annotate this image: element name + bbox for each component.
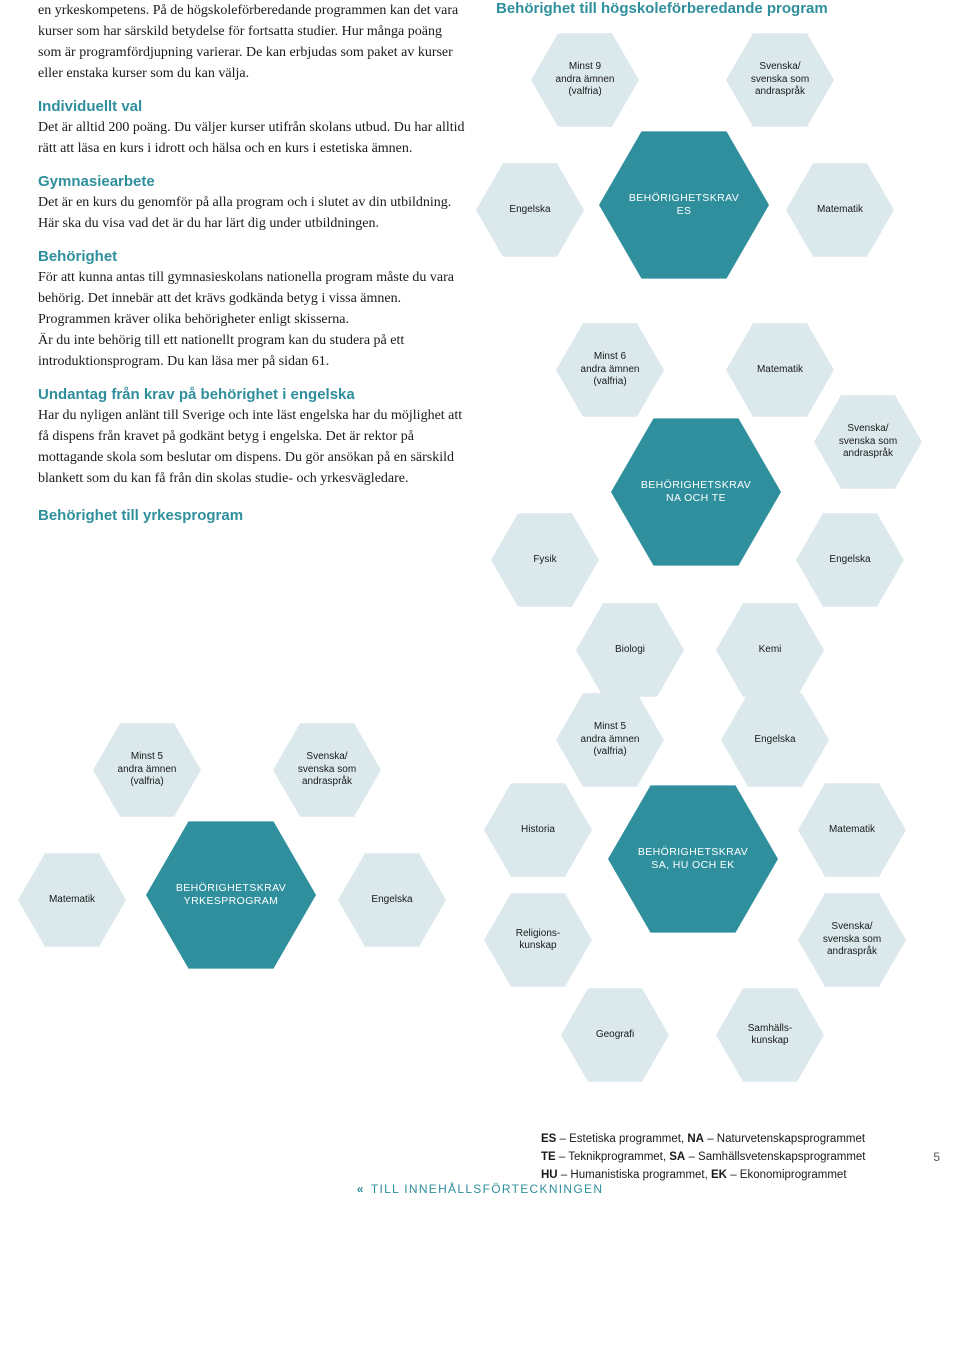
hex-yrkes-center: BEHÖRIGHETSKRAV YRKESPROGRAM (146, 821, 316, 969)
hex-yrkes-topleft: Minst 5 andra ämnen (valfria) (93, 723, 201, 817)
diagram-sahek: Minst 5 andra ämnen (valfria) Engelska H… (496, 693, 922, 1113)
page-footer: « TILL INNEHÅLLSFÖRTECKNINGEN (0, 1182, 960, 1196)
hex-sahek-lowerright: Svenska/ svenska som andraspråk (798, 893, 906, 987)
intro-paragraph: en yrkeskompetens. På de högskoleförbere… (38, 0, 468, 84)
hex-nate-underright: Kemi (716, 603, 824, 697)
body-undantag: Har du nyligen anlänt till Sverige och i… (38, 405, 468, 489)
hex-sahek-upperleft: Historia (484, 783, 592, 877)
diagram-yrkes-wrap: Minst 5 andra ämnen (valfria) Svenska/ s… (38, 723, 468, 1184)
heading-behorighet: Behörighet (38, 248, 468, 265)
page-number: 5 (933, 1150, 940, 1164)
hex-nate-bottomleft: Fysik (491, 513, 599, 607)
hex-es-right: Matematik (786, 163, 894, 257)
right-title: Behörighet till högskoleförberedande pro… (496, 0, 922, 17)
right-column: Behörighet till högskoleförberedande pro… (496, 0, 922, 723)
footer-link-label: TILL INNEHÅLLSFÖRTECKNINGEN (371, 1182, 603, 1196)
hex-yrkes-topright: Svenska/ svenska som andraspråk (273, 723, 381, 817)
hex-sahek-lowerleft: Religions- kunskap (484, 893, 592, 987)
heading-yrkes-title: Behörighet till yrkesprogram (38, 507, 468, 524)
heading-undantag: Undantag från krav på behörighet i engel… (38, 386, 468, 403)
body-gymnasiearbete: Det är en kurs du genomför på alla progr… (38, 192, 468, 234)
hex-sahek-topright: Engelska (721, 693, 829, 787)
heading-individuellt: Individuellt val (38, 98, 468, 115)
hex-nate-right: Svenska/ svenska som andraspråk (814, 395, 922, 489)
hex-es-topright: Svenska/ svenska som andraspråk (726, 33, 834, 127)
footer-toc-link[interactable]: « TILL INNEHÅLLSFÖRTECKNINGEN (357, 1182, 604, 1196)
hex-nate-topleft: Minst 6 andra ämnen (valfria) (556, 323, 664, 417)
diagram-nate: Minst 6 andra ämnen (valfria) Matematik … (496, 323, 922, 723)
hex-yrkes-left: Matematik (18, 853, 126, 947)
hex-sahek-bottomright: Samhälls- kunskap (716, 988, 824, 1082)
left-column: en yrkeskompetens. På de högskoleförbere… (38, 0, 468, 723)
hex-nate-bottomright: Engelska (796, 513, 904, 607)
hex-yrkes-right: Engelska (338, 853, 446, 947)
legend-line-2: TE – Teknikprogrammet, SA – Samhällsvete… (541, 1149, 922, 1167)
hex-es-center: BEHÖRIGHETSKRAV ES (599, 131, 769, 279)
heading-gymnasiearbete: Gymnasiearbete (38, 173, 468, 190)
body-behorighet: För att kunna antas till gymnasieskolans… (38, 267, 468, 372)
diagram-es: Minst 9 andra ämnen (valfria) Svenska/ s… (496, 33, 922, 313)
hex-nate-center: BEHÖRIGHETSKRAV NA OCH TE (611, 418, 781, 566)
chevron-left-icon: « (357, 1182, 361, 1196)
body-individuellt: Det är alltid 200 poäng. Du väljer kurse… (38, 117, 468, 159)
legend-line-1: ES – Estetiska programmet, NA – Naturvet… (541, 1131, 922, 1149)
hex-es-left: Engelska (476, 163, 584, 257)
diagram-yrkes: Minst 5 andra ämnen (valfria) Svenska/ s… (38, 723, 468, 1013)
hex-nate-underleft: Biologi (576, 603, 684, 697)
hex-sahek-upperright: Matematik (798, 783, 906, 877)
hex-sahek-topleft: Minst 5 andra ämnen (valfria) (556, 693, 664, 787)
hex-sahek-center: BEHÖRIGHETSKRAV SA, HU OCH EK (608, 785, 778, 933)
program-legend: ES – Estetiska programmet, NA – Naturvet… (541, 1131, 922, 1184)
hex-sahek-bottomleft: Geografi (561, 988, 669, 1082)
hex-es-topleft: Minst 9 andra ämnen (valfria) (531, 33, 639, 127)
diagram-sahek-wrap: Minst 5 andra ämnen (valfria) Engelska H… (496, 723, 922, 1184)
